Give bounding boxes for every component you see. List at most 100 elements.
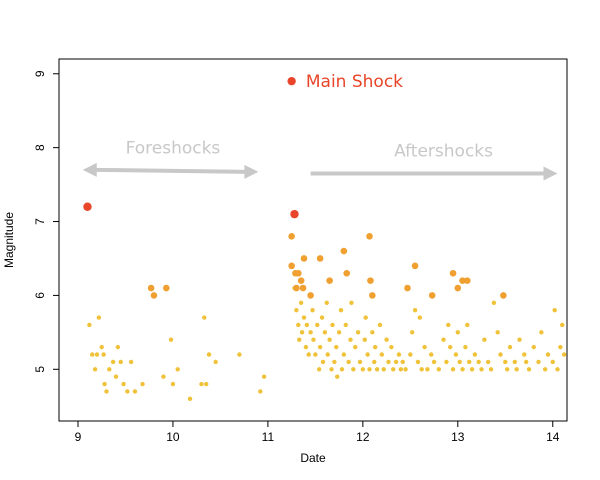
data-point-yellow bbox=[545, 352, 551, 357]
data-point-yellow bbox=[327, 337, 332, 342]
arrow-head-left bbox=[82, 162, 97, 177]
data-point-yellow bbox=[403, 367, 408, 372]
plot-frame bbox=[58, 58, 568, 422]
data-point-yellow bbox=[503, 359, 508, 365]
data-point-orange bbox=[367, 277, 374, 284]
data-point-yellow bbox=[450, 367, 456, 372]
data-point-orange bbox=[162, 284, 170, 292]
data-point-yellow bbox=[357, 359, 363, 365]
data-point-yellow bbox=[391, 367, 396, 372]
y-tick-label: 5 bbox=[33, 366, 47, 373]
data-point-orange bbox=[411, 262, 419, 270]
y-tick-label: 6 bbox=[33, 292, 47, 299]
data-point-yellow bbox=[319, 315, 325, 320]
data-point-yellow bbox=[363, 315, 368, 320]
data-point-orange bbox=[500, 292, 507, 299]
data-point-yellow bbox=[187, 396, 193, 402]
data-points bbox=[83, 76, 567, 402]
data-point-red bbox=[83, 202, 92, 211]
data-point-yellow bbox=[315, 322, 320, 328]
data-point-yellow bbox=[408, 352, 413, 357]
x-axis-label: Date bbox=[300, 451, 326, 465]
data-point-yellow bbox=[542, 367, 548, 372]
data-point-yellow bbox=[441, 337, 446, 342]
data-point-yellow bbox=[298, 300, 304, 305]
data-point-orange bbox=[343, 269, 351, 277]
y-tick-label: 7 bbox=[33, 218, 47, 225]
data-point-yellow bbox=[446, 322, 451, 328]
data-point-yellow bbox=[476, 359, 481, 365]
data-point-yellow bbox=[362, 337, 367, 342]
data-point-yellow bbox=[425, 367, 430, 372]
data-point-yellow bbox=[400, 359, 405, 365]
data-point-yellow bbox=[308, 330, 313, 335]
data-point-yellow bbox=[96, 315, 102, 320]
data-point-yellow bbox=[531, 344, 536, 350]
y-tick-label: 9 bbox=[33, 70, 47, 77]
data-point-yellow bbox=[102, 381, 107, 387]
x-tick-label: 11 bbox=[262, 430, 275, 444]
data-point-yellow bbox=[128, 359, 134, 365]
data-point-yellow bbox=[465, 322, 470, 328]
data-point-yellow bbox=[415, 359, 421, 365]
data-point-yellow bbox=[213, 359, 218, 365]
data-point-yellow bbox=[329, 367, 334, 372]
arrow-head-right bbox=[244, 164, 259, 179]
data-point-yellow bbox=[296, 322, 301, 328]
data-point-yellow bbox=[488, 367, 494, 372]
data-point-orange bbox=[428, 292, 436, 299]
data-point-yellow bbox=[334, 344, 339, 350]
data-point-yellow bbox=[125, 389, 130, 394]
data-point-yellow bbox=[322, 330, 328, 335]
data-point-yellow bbox=[118, 359, 123, 365]
data-point-yellow bbox=[313, 352, 318, 357]
data-point-yellow bbox=[517, 337, 522, 342]
data-point-yellow bbox=[348, 337, 353, 342]
data-point-yellow bbox=[522, 352, 527, 357]
data-point-yellow bbox=[101, 352, 106, 357]
arrow-head-right bbox=[543, 166, 558, 181]
data-point-yellow bbox=[370, 330, 375, 335]
data-point-orange bbox=[147, 284, 155, 292]
data-point-yellow bbox=[448, 344, 453, 350]
data-point-yellow bbox=[504, 367, 510, 372]
data-point-yellow bbox=[310, 307, 315, 313]
y-tick-label: 8 bbox=[33, 144, 47, 151]
annotation-label: Aftershocks bbox=[394, 142, 493, 162]
phase-arrows bbox=[82, 162, 558, 181]
data-point-yellow bbox=[199, 381, 204, 387]
data-point-yellow bbox=[396, 352, 402, 357]
data-point-yellow bbox=[558, 344, 563, 350]
data-point-yellow bbox=[372, 359, 377, 365]
data-point-yellow bbox=[365, 352, 370, 357]
data-point-yellow bbox=[311, 337, 316, 342]
data-point-yellow bbox=[393, 359, 399, 365]
data-point-yellow bbox=[297, 337, 302, 342]
data-point-yellow bbox=[469, 367, 475, 372]
data-point-yellow bbox=[304, 322, 310, 328]
data-point-yellow bbox=[351, 367, 356, 372]
data-point-yellow bbox=[431, 359, 437, 365]
annotation-label: Foreshocks bbox=[126, 139, 221, 159]
data-point-yellow bbox=[372, 344, 378, 350]
data-point-yellow bbox=[429, 352, 434, 357]
data-point-yellow bbox=[379, 352, 385, 357]
data-point-yellow bbox=[455, 330, 461, 335]
data-point-yellow bbox=[367, 367, 372, 372]
data-point-yellow bbox=[170, 381, 176, 387]
data-point-yellow bbox=[121, 381, 126, 387]
x-tick-label: 13 bbox=[451, 430, 465, 444]
data-point-orange bbox=[293, 284, 300, 292]
data-point-orange bbox=[326, 277, 333, 284]
data-point-yellow bbox=[507, 344, 513, 350]
data-point-yellow bbox=[113, 374, 119, 379]
x-tick-label: 10 bbox=[166, 430, 180, 444]
data-point-orange bbox=[299, 284, 307, 292]
data-point-yellow bbox=[202, 315, 207, 320]
data-point-red bbox=[290, 209, 299, 219]
annotation-label: Main Shock bbox=[306, 72, 403, 92]
data-point-orange bbox=[463, 277, 471, 284]
data-point-yellow bbox=[338, 307, 344, 313]
data-point-orange bbox=[366, 233, 373, 240]
data-point-yellow bbox=[330, 322, 335, 328]
